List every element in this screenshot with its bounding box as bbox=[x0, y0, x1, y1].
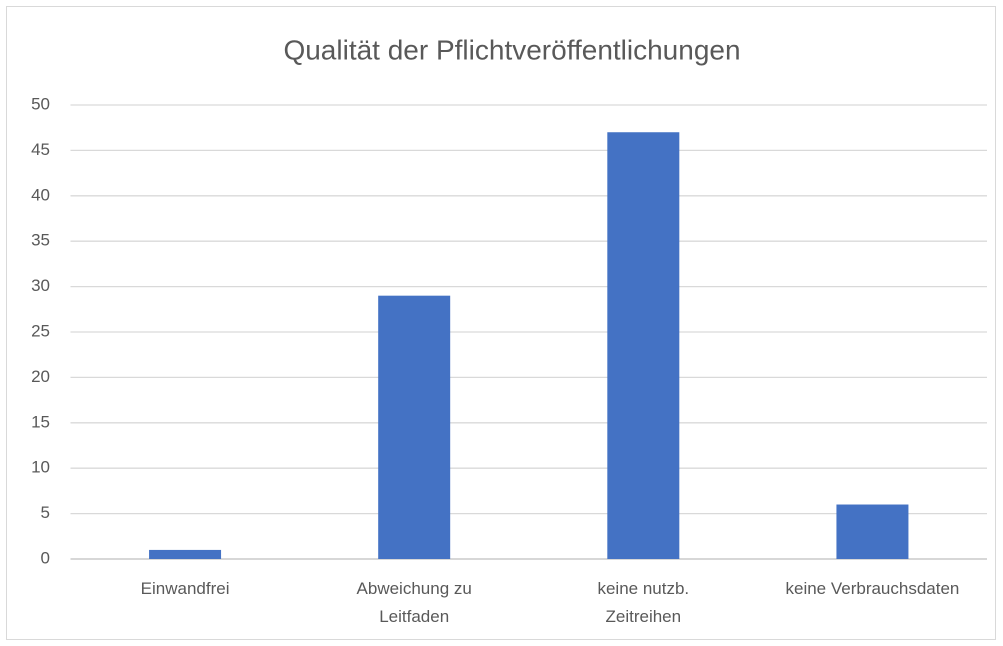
chart-title: Qualität der Pflichtveröffentlichungen bbox=[283, 34, 740, 65]
bar bbox=[149, 549, 222, 559]
bar bbox=[378, 295, 451, 559]
y-tick-label: 5 bbox=[41, 503, 50, 522]
x-tick-label: keine nutzb. Zeitreihen bbox=[597, 579, 690, 626]
y-tick-label: 35 bbox=[31, 231, 50, 250]
x-tick-label: Einwandfrei bbox=[140, 579, 230, 598]
y-tick-label: 20 bbox=[31, 367, 50, 386]
bar bbox=[607, 132, 680, 560]
y-tick-label: 0 bbox=[41, 548, 50, 567]
y-tick-label: 30 bbox=[31, 276, 50, 295]
y-tick-label: 15 bbox=[31, 412, 50, 431]
y-tick-label: 10 bbox=[31, 458, 50, 477]
x-tick-label: Abweichung zu Leitfaden bbox=[356, 579, 472, 626]
bar bbox=[836, 504, 909, 559]
x-tick-label: keine Verbrauchsdaten bbox=[785, 579, 960, 598]
y-tick-label: 45 bbox=[31, 140, 50, 159]
y-tick-label: 25 bbox=[31, 321, 50, 340]
chart-frame bbox=[6, 6, 996, 640]
y-tick-label: 40 bbox=[31, 185, 50, 204]
y-tick-label: 50 bbox=[31, 94, 50, 113]
